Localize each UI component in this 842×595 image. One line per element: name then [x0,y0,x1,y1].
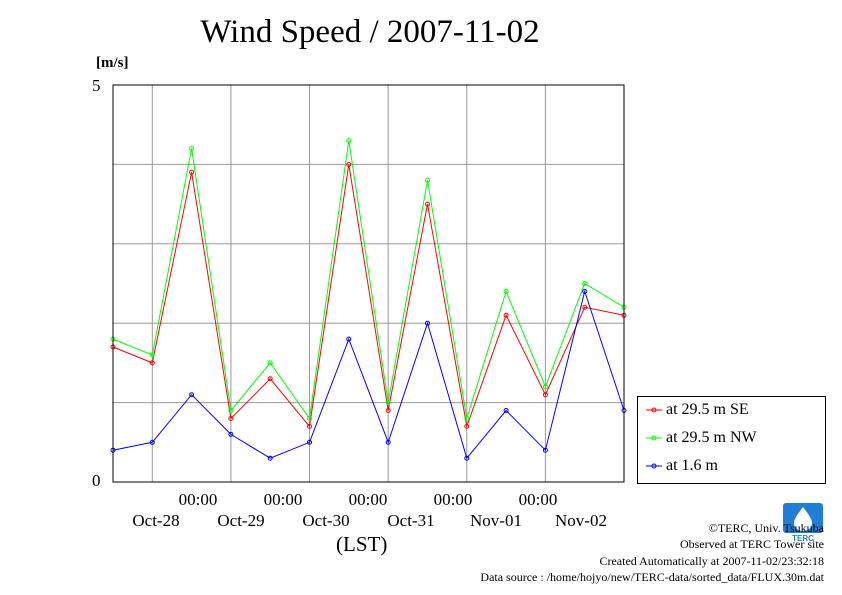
data-point-0 [267,376,273,382]
series-line-2 [112,289,625,460]
data-point-0 [542,392,548,398]
plot-frame [112,84,625,483]
data-point-2 [228,431,234,437]
x-tick-date: Nov-01 [470,511,522,530]
legend-label-se: at 29.5 m SE [666,401,749,418]
data-point-2 [385,439,391,445]
x-tick-time: 00:00 [178,490,218,509]
chart-title: Wind Speed / 2007-11-02 [200,14,540,50]
copyright-text: ©TERC, Univ. Tsukuba [708,521,824,535]
x-tick-time: 00:00 [518,490,558,509]
data-point-2 [346,336,352,342]
source-text: Data source : /home/hojyo/new/TERC-data/… [480,569,824,584]
data-point-2 [503,408,509,413]
x-tick-time: 00:00 [433,490,473,509]
series-lines [110,138,627,461]
y-tick-label-max: 5 [92,76,101,95]
data-point-2 [307,439,312,445]
terc-logo: TERC [783,503,823,542]
data-point-2 [542,447,548,453]
x-tick-date: Oct-30 [302,511,350,530]
legend-label-low: at 1.6 m [666,457,718,474]
data-point-1 [582,281,588,286]
data-point-1 [267,360,273,366]
created-text: Created Automatically at 2007-11-02/23:3… [599,553,824,568]
legend-marker-low [646,463,662,469]
legend-item-se: at 29.5 m SE [646,401,749,421]
data-point-1 [346,138,352,144]
data-point-2 [267,455,273,461]
x-axis-label: (LST) [336,532,388,556]
y-tick-label-min: 0 [92,471,101,490]
x-tick-date: Nov-02 [555,511,607,530]
data-point-1 [149,352,155,358]
data-point-1 [464,416,470,421]
data-point-2 [464,455,470,461]
legend-label-nw: at 29.5 m NW [666,429,757,446]
x-tick-time: 00:00 [263,490,303,509]
data-point-2 [425,320,430,326]
data-point-0 [385,408,391,413]
data-point-1 [307,416,312,421]
data-point-0 [425,201,430,207]
credits: ©TERC, Univ. Tsukuba Observed at TERC To… [480,520,824,585]
y-axis-unit: [m/s] [96,55,129,71]
data-point-1 [189,146,195,151]
data-point-0 [189,169,195,175]
data-point-1 [542,384,548,390]
data-point-2 [189,392,195,398]
data-point-2 [149,439,155,445]
legend-marker-nw [646,435,662,441]
data-point-1 [385,400,391,406]
data-point-0 [149,360,155,366]
data-point-0 [307,423,312,429]
data-point-2 [582,288,588,294]
data-point-0 [582,304,588,310]
data-point-0 [464,423,470,429]
data-point-0 [503,312,509,318]
droplet-icon [794,507,812,531]
data-point-1 [228,408,234,413]
observed-text: Observed at TERC Tower site [679,537,824,552]
x-tick-time: 00:00 [348,490,388,509]
x-tick-date: Oct-29 [217,511,265,530]
series-line-0 [112,164,625,429]
legend-marker-se [646,407,662,413]
data-point-0 [346,161,352,167]
series-line-1 [112,140,625,420]
data-point-0 [228,416,234,421]
gridlines [113,85,624,482]
x-tick-date: Oct-31 [387,511,435,530]
logo-text: TERC [792,534,814,542]
data-point-1 [425,177,430,183]
x-tick-date: Oct-28 [132,511,180,530]
legend-item-low: at 1.6 m [646,457,718,477]
legend-item-nw: at 29.5 m NW [646,429,757,449]
legend: at 29.5 m SE at 29.5 m NW at 1.6 m [637,396,826,484]
data-point-1 [503,288,509,294]
